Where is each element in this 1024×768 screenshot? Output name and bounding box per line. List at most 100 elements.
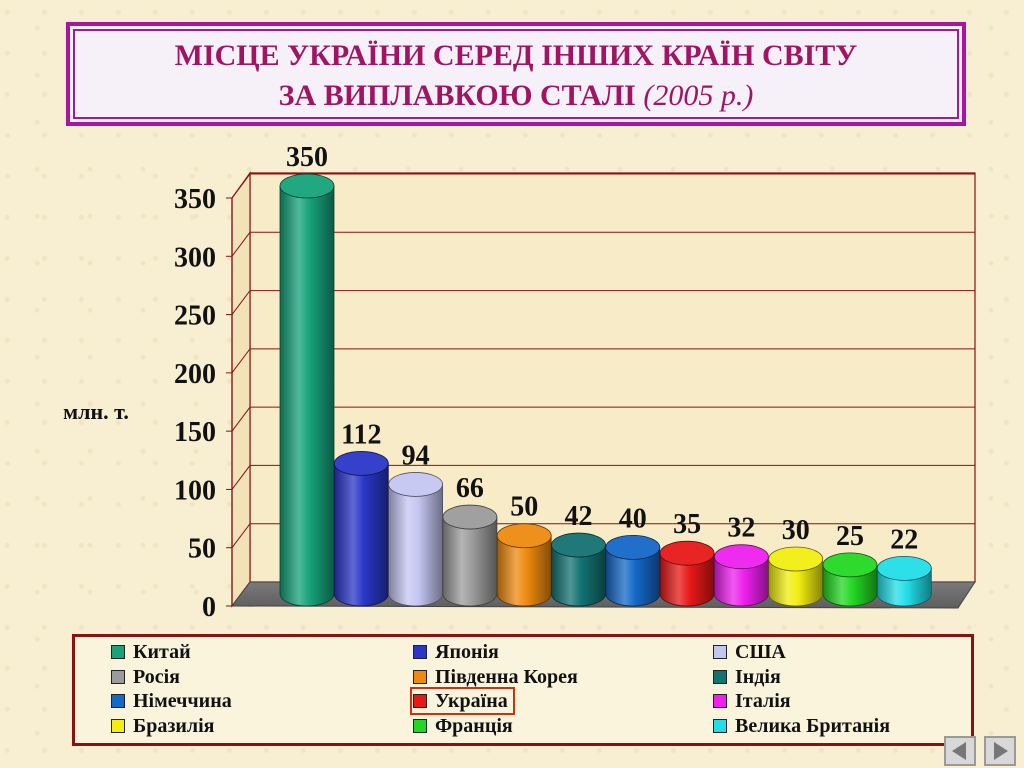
bar-value-label: 66	[456, 473, 484, 504]
legend-swatch	[713, 694, 727, 708]
bar-8	[659, 540, 715, 607]
triangle-left-icon	[952, 742, 966, 760]
bar-top	[279, 173, 335, 199]
legend-label: Німеччина	[133, 690, 232, 712]
bar-top	[822, 552, 878, 578]
bar-top	[442, 504, 498, 530]
bar-top	[659, 540, 715, 566]
bar-10	[768, 546, 824, 607]
bar-body	[659, 552, 715, 607]
legend-item: Індія	[713, 666, 781, 688]
bar-12	[876, 555, 932, 607]
gridline	[231, 406, 975, 432]
legend-swatch	[413, 669, 427, 684]
legend-item: Україна	[410, 687, 515, 715]
chart-side-wall	[231, 171, 251, 608]
bar-value-label: 42	[565, 501, 593, 532]
bar-top	[714, 544, 769, 570]
bar-value-label: 25	[836, 521, 864, 552]
legend-item: Китай	[111, 641, 191, 663]
gridline	[231, 523, 975, 549]
bar-top	[768, 546, 824, 572]
legend-label: Індія	[735, 665, 781, 688]
y-axis: 0 50 100 150 200 250 300 350	[174, 184, 233, 623]
legend-label: США	[735, 641, 786, 663]
bar-top	[876, 555, 932, 581]
legend-item: США	[713, 641, 786, 663]
bar-2	[333, 451, 389, 607]
y-tick-label: 200	[174, 359, 216, 390]
bar-6	[551, 532, 606, 607]
gridline	[231, 464, 975, 490]
bar-body	[605, 546, 661, 607]
legend-swatch	[413, 645, 427, 659]
legend-label: Велика Британія	[735, 714, 891, 737]
bar-value-label: 40	[619, 503, 647, 534]
prev-slide-button[interactable]	[944, 736, 976, 766]
bar-body	[442, 516, 498, 607]
y-tick-label: 350	[174, 184, 216, 215]
bars	[279, 173, 932, 607]
bar-top	[388, 472, 444, 497]
legend-swatch	[413, 694, 427, 708]
bar-body	[279, 185, 335, 607]
legend-swatch	[713, 718, 727, 733]
legend-swatch	[713, 669, 727, 684]
legend-swatch	[111, 718, 125, 733]
legend-label: Італія	[735, 690, 791, 712]
next-slide-button[interactable]	[984, 736, 1016, 766]
y-tick-label: 50	[188, 534, 216, 565]
y-tick-label: 250	[174, 301, 216, 332]
chart-title: МІСЦЕ УКРАЇНИ СЕРЕД ІНШИХ КРАЇН СВІТУ ЗА…	[66, 22, 966, 126]
legend-item: Німеччина	[111, 690, 232, 712]
legend-item: Японія	[413, 641, 499, 663]
y-axis-label: млн. т.	[63, 399, 129, 424]
legend-item: Південна Корея	[413, 666, 578, 688]
gridline	[231, 290, 975, 315]
legend-label: Франція	[435, 714, 513, 737]
bar-value-label: 350	[286, 142, 328, 173]
y-tick-label: 100	[174, 475, 216, 506]
bar-7	[605, 534, 661, 607]
legend-label: Бразилія	[133, 714, 215, 737]
legend-swatch	[111, 669, 125, 684]
bar-body	[496, 535, 552, 607]
bar-value-label: 30	[782, 515, 810, 546]
legend-item: Італія	[713, 690, 791, 712]
bar-9	[714, 544, 769, 607]
bar-body	[551, 544, 606, 607]
title-line-2: ЗА ВИПЛАВКОЮ СТАЛІ (2005 р.)	[70, 76, 962, 116]
gridline	[231, 173, 975, 199]
bar-top	[333, 451, 389, 476]
bar-top	[605, 534, 661, 560]
legend-item: Велика Британія	[713, 715, 890, 737]
bar-4	[442, 504, 498, 607]
y-tick-label: 0	[202, 592, 216, 623]
bar-value-label: 94	[402, 440, 430, 471]
legend-item: Бразилія	[111, 715, 215, 737]
gridlines	[231, 173, 975, 549]
bar-top	[551, 532, 606, 558]
legend-swatch	[713, 645, 727, 659]
gridline	[231, 231, 975, 257]
bar-11	[822, 552, 878, 607]
bar-body	[714, 556, 769, 607]
legend-swatch	[413, 718, 427, 733]
legend-label: Китай	[133, 641, 191, 663]
legend-label: Росія	[133, 665, 180, 688]
bar-value-label: 35	[673, 509, 701, 540]
bar-5	[496, 523, 552, 607]
legend: Китай Японія США Росія Південна Корея Індія Ні…	[72, 634, 974, 746]
title-year: (2005 р.)	[643, 79, 754, 112]
legend-label: Японія	[435, 641, 499, 663]
legend-swatch	[111, 645, 125, 659]
bar-3	[388, 472, 444, 607]
legend-item: Росія	[111, 666, 180, 688]
bar-value-label: 22	[890, 524, 918, 555]
legend-label: Україна	[435, 690, 508, 712]
bar-value-label: 32	[727, 513, 755, 544]
triangle-right-icon	[994, 742, 1008, 760]
bar-top	[496, 523, 552, 549]
legend-item: Франція	[413, 715, 513, 737]
